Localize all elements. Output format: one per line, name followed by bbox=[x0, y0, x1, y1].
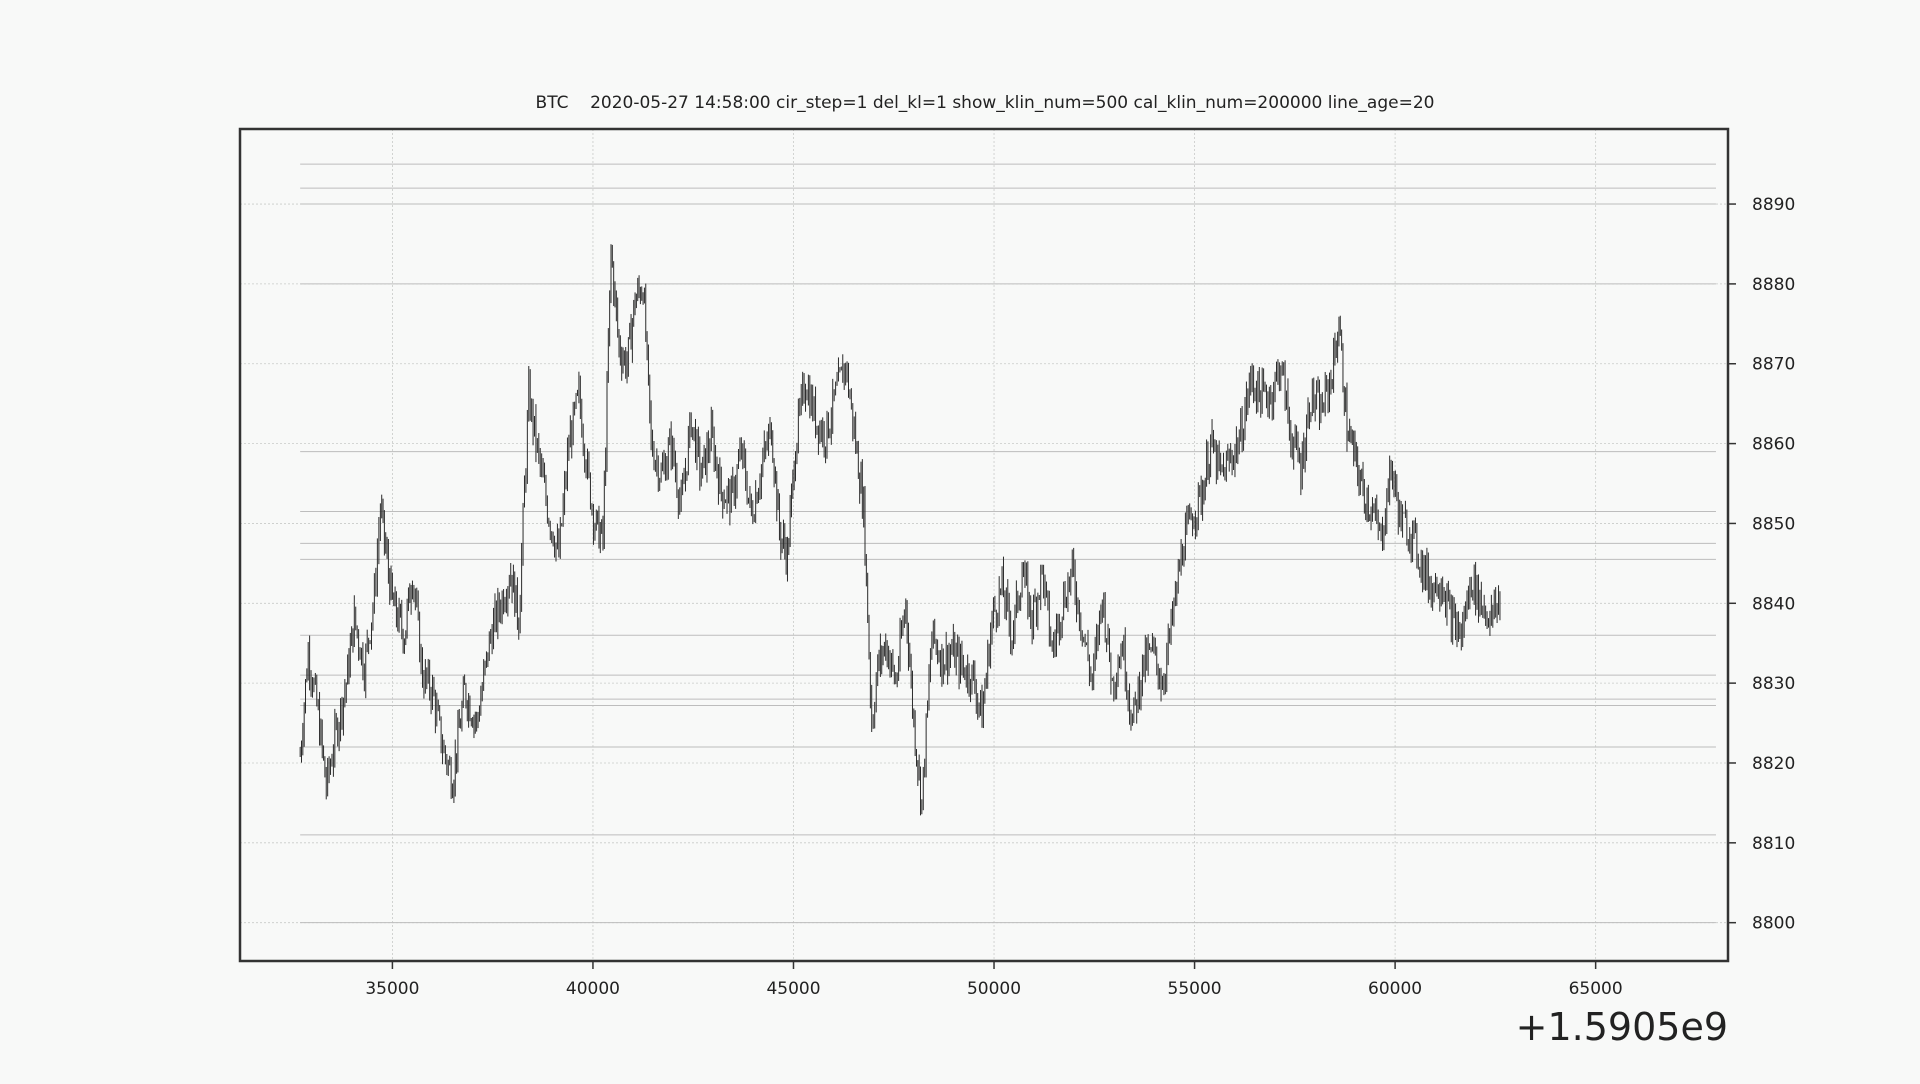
x-tick-label: 65000 bbox=[1569, 979, 1623, 999]
x-tick-label: 45000 bbox=[766, 979, 820, 999]
y-tick-label: 8850 bbox=[1752, 514, 1795, 534]
y-tick-label: 8830 bbox=[1752, 674, 1795, 694]
plot-frame bbox=[238, 127, 1730, 963]
price-candles bbox=[299, 244, 1501, 816]
chart-title: BTC 2020-05-27 14:58:00 cir_step=1 del_k… bbox=[536, 93, 1435, 113]
x-tick-label: 35000 bbox=[365, 979, 419, 999]
y-tick-label: 8860 bbox=[1752, 435, 1795, 455]
x-offset-label: +1.5905e9 bbox=[1516, 1005, 1728, 1049]
x-tick-label: 50000 bbox=[967, 979, 1021, 999]
y-tick-label: 8880 bbox=[1752, 275, 1795, 295]
plot-area bbox=[240, 129, 1728, 961]
y-tick-label: 8890 bbox=[1752, 195, 1795, 215]
y-tick-label: 8810 bbox=[1752, 834, 1795, 854]
x-tick-label: 60000 bbox=[1368, 979, 1422, 999]
y-tick-label: 8840 bbox=[1752, 594, 1795, 614]
y-tick-label: 8870 bbox=[1752, 355, 1795, 375]
y-tick-label: 8800 bbox=[1752, 914, 1795, 934]
x-axis: 35000 40000 45000 50000 55000 60000 65000 bbox=[365, 961, 1623, 999]
x-tick-label: 40000 bbox=[566, 979, 620, 999]
y-axis-right: 8800 8810 8820 8830 8840 8850 8860 8870 8880 8890 bbox=[1728, 195, 1795, 934]
y-tick-label: 8820 bbox=[1752, 754, 1795, 774]
horizontal-levels bbox=[300, 163, 1716, 924]
x-tick-label: 55000 bbox=[1168, 979, 1222, 999]
